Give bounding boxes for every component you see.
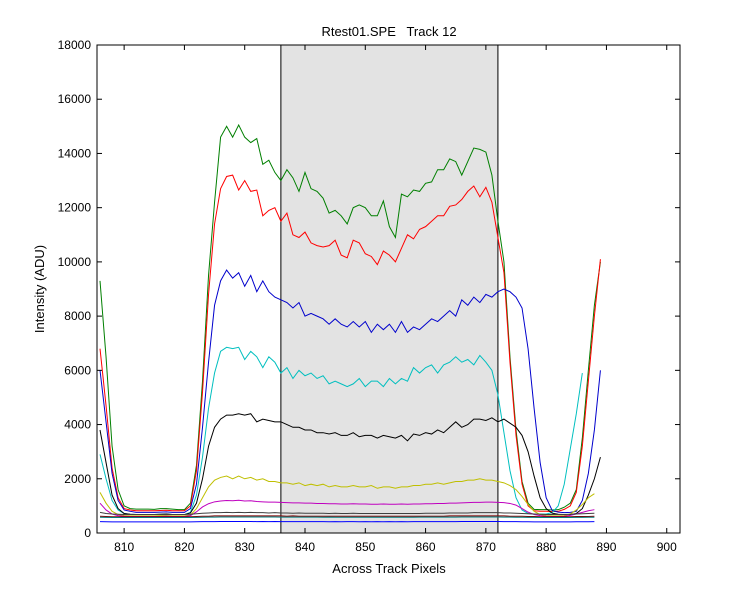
x-tick-label: 830 [235, 540, 255, 554]
y-tick-label: 10000 [58, 255, 92, 269]
chart-title: Rtest01.SPE Track 12 [321, 24, 456, 39]
y-tick-label: 12000 [58, 201, 92, 215]
x-tick-label: 820 [174, 540, 194, 554]
x-tick-label: 890 [596, 540, 616, 554]
x-tick-label: 850 [355, 540, 375, 554]
shaded-region [281, 45, 498, 533]
y-tick-label: 2000 [64, 472, 91, 486]
y-tick-label: 4000 [64, 418, 91, 432]
x-axis-title: Across Track Pixels [332, 561, 446, 576]
x-tick-label: 810 [114, 540, 134, 554]
x-tick-label: 860 [416, 540, 436, 554]
y-tick-label: 14000 [58, 146, 92, 160]
x-tick-label: 870 [476, 540, 496, 554]
shaded-region-layer [281, 45, 498, 533]
y-tick-label: 16000 [58, 92, 92, 106]
x-tick-label: 880 [536, 540, 556, 554]
y-tick-label: 6000 [64, 363, 91, 377]
y-tick-label: 18000 [58, 38, 92, 52]
y-tick-label: 8000 [64, 309, 91, 323]
series-line-9 [100, 517, 594, 518]
y-tick-label: 0 [84, 526, 91, 540]
x-tick-label: 900 [657, 540, 677, 554]
y-axis-title: Intensity (ADU) [32, 245, 47, 333]
x-tick-label: 840 [295, 540, 315, 554]
